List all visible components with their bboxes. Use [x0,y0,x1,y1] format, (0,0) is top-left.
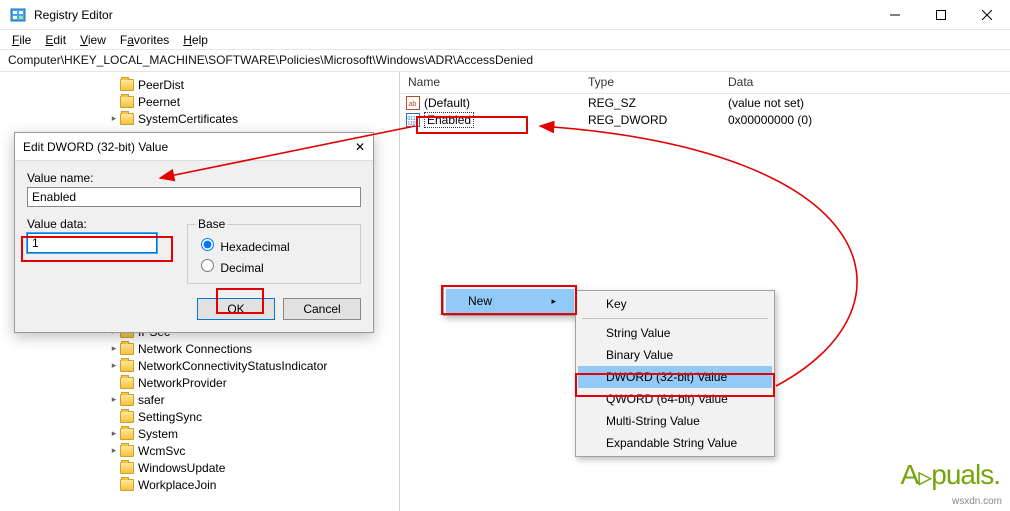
folder-icon [120,411,134,423]
folder-icon [120,360,134,372]
menu-edit[interactable]: Edit [39,31,72,49]
value-type: REG_SZ [580,96,720,110]
folder-icon [120,394,134,406]
tree-item-label: NetworkConnectivityStatusIndicator [138,359,327,373]
chevron-right-icon: ▸ [551,296,556,307]
list-row[interactable]: ab (Default) REG_SZ(value not set) [400,94,1010,111]
folder-icon [120,462,134,474]
tree-item[interactable]: Peernet [0,93,399,110]
watermark-appuals: A▹puals. [901,458,1000,491]
header-name[interactable]: Name [400,72,580,93]
value-name: (Default) [424,96,470,110]
tree-item-label: Network Connections [138,342,252,356]
menu-view[interactable]: View [74,31,112,49]
tree-item-label: WcmSvc [138,444,185,458]
tree-item-label: SystemCertificates [138,112,238,126]
menu-file[interactable]: File [6,31,37,49]
separator [582,318,768,319]
expander-icon[interactable]: ▸ [108,394,120,405]
folder-icon [120,79,134,91]
value-name-label: Value name: [27,171,361,185]
menu-bar: File Edit View Favorites Help [0,30,1010,50]
value-data: (value not set) [720,96,1010,110]
expander-icon[interactable]: ▸ [108,445,120,456]
svg-text:110: 110 [408,121,416,127]
tree-item-label: WindowsUpdate [138,461,225,475]
watermark-source: wsxdn.com [952,496,1002,507]
tree-item-label: PeerDist [138,78,184,92]
menu-favorites[interactable]: Favorites [114,31,175,49]
menu-help[interactable]: Help [177,31,214,49]
value-name-input[interactable] [27,187,361,207]
folder-icon [120,445,134,457]
tree-item[interactable]: WorkplaceJoin [0,476,399,493]
svg-text:ab: ab [409,101,417,108]
folder-icon [120,377,134,389]
value-type: REG_DWORD [580,113,720,127]
context-menu-new: New ▸ [443,286,577,316]
tree-item[interactable]: PeerDist [0,76,399,93]
tree-item-label: System [138,427,178,441]
dialog-title: Edit DWORD (32-bit) Value [23,140,355,154]
header-data[interactable]: Data [720,72,1010,93]
expander-icon[interactable]: ▸ [108,113,120,124]
ctx-item[interactable]: QWORD (64-bit) Value [578,388,772,410]
ctx-item[interactable]: Key [578,293,772,315]
window-title: Registry Editor [34,8,872,22]
radio-dec[interactable]: Decimal [196,256,352,275]
base-label: Base [196,217,227,231]
minimize-button[interactable] [872,0,918,29]
address-bar[interactable]: Computer\HKEY_LOCAL_MACHINE\SOFTWARE\Pol… [0,50,1010,72]
tree-item[interactable]: WindowsUpdate [0,459,399,476]
folder-icon [120,343,134,355]
expander-icon[interactable]: ▸ [108,343,120,354]
ctx-item[interactable]: Expandable String Value [578,432,772,454]
value-data-label: Value data: [27,217,157,231]
dialog-close-button[interactable]: ✕ [355,140,365,154]
tree-item[interactable]: ▸ WcmSvc [0,442,399,459]
ctx-item[interactable]: Binary Value [578,344,772,366]
ctx-item[interactable]: DWORD (32-bit) Value [578,366,772,388]
tree-item-label: WorkplaceJoin [138,478,216,492]
maximize-button[interactable] [918,0,964,29]
value-data-input[interactable] [27,233,157,253]
folder-icon [120,479,134,491]
ctx-new-item[interactable]: New ▸ [446,289,574,313]
tree-item[interactable]: ▸ NetworkConnectivityStatusIndicator [0,357,399,374]
ok-button[interactable]: OK [197,298,275,320]
tree-item-label: Peernet [138,95,180,109]
expander-icon[interactable]: ▸ [108,360,120,371]
tree-item[interactable]: ▸ Network Connections [0,340,399,357]
list-header: Name Type Data [400,72,1010,94]
value-name: Enabled [424,112,474,128]
base-group: Base Hexadecimal Decimal [187,217,361,284]
tree-item-label: SettingSync [138,410,202,424]
close-button[interactable] [964,0,1010,29]
tree-item[interactable]: ▸ safer [0,391,399,408]
ctx-item[interactable]: Multi-String Value [578,410,772,432]
folder-icon [120,96,134,108]
title-bar: Registry Editor [0,0,1010,30]
edit-dword-dialog: Edit DWORD (32-bit) Value ✕ Value name: … [14,132,374,333]
tree-item[interactable]: ▸ SystemCertificates [0,110,399,127]
ctx-item[interactable]: String Value [578,322,772,344]
cancel-button[interactable]: Cancel [283,298,361,320]
radio-hex[interactable]: Hexadecimal [196,235,352,254]
tree-item[interactable]: NetworkProvider [0,374,399,391]
tree-item-label: NetworkProvider [138,376,227,390]
window-controls [872,0,1010,29]
context-submenu-new: Key String ValueBinary ValueDWORD (32-bit… [575,290,775,457]
tree-item-label: safer [138,393,165,407]
tree-item[interactable]: SettingSync [0,408,399,425]
folder-icon [120,113,134,125]
expander-icon[interactable]: ▸ [108,428,120,439]
tree-item[interactable]: ▸ System [0,425,399,442]
list-row[interactable]: 011110EnabledREG_DWORD0x00000000 (0) [400,111,1010,128]
folder-icon [120,428,134,440]
regedit-icon [10,7,26,23]
header-type[interactable]: Type [580,72,720,93]
value-data: 0x00000000 (0) [720,113,1010,127]
